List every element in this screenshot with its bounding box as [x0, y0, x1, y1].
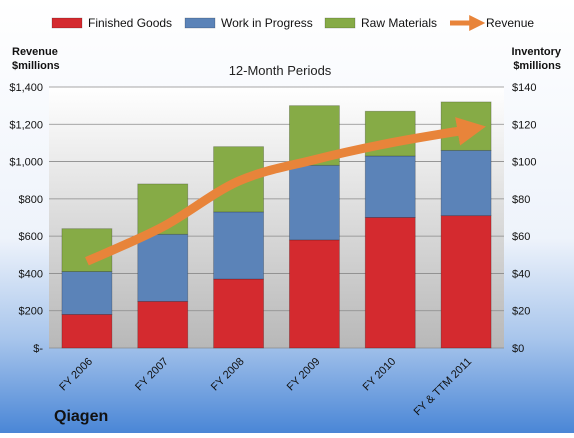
revenue-line: [85, 117, 486, 266]
left-tick-label: $400: [19, 268, 43, 280]
legend-swatch-work-in-progress: [184, 17, 216, 29]
right-tick-label: $120: [512, 119, 536, 131]
legend-label-revenue: Revenue: [486, 16, 534, 30]
bar-work-in-progress: [213, 211, 264, 280]
right-tick-label: $0: [512, 343, 524, 355]
right-tick-label: $40: [512, 268, 530, 280]
bar-finished-goods: [289, 239, 340, 349]
right-tick-label: $100: [512, 157, 536, 169]
bar-finished-goods: [137, 300, 189, 349]
bar-work-in-progress: [137, 233, 189, 302]
left-tick-label: $600: [19, 231, 43, 243]
right-axis-title-line2: $millions: [513, 60, 561, 72]
right-tick-label: $140: [512, 82, 536, 94]
bar-finished-goods: [440, 215, 492, 349]
legend-swatch-raw-materials: [324, 17, 356, 29]
left-axis-ticks: $- $200 $400 $600 $800 $1,000 $1,200 $1,400: [9, 82, 43, 355]
gridlines: [49, 86, 504, 349]
bar-finished-goods: [364, 217, 416, 349]
right-tick-label: $20: [512, 306, 530, 318]
right-tick-label: $60: [512, 231, 530, 243]
left-tick-label: $200: [19, 306, 43, 318]
bar-finished-goods: [61, 314, 113, 349]
revenue-line-layer: [85, 117, 486, 266]
bar-raw-materials: [440, 101, 492, 151]
bar-work-in-progress: [364, 155, 416, 218]
left-tick-label: $1,200: [9, 119, 43, 131]
left-axis-title-line2: $millions: [12, 60, 60, 72]
company-name: Qiagen: [54, 408, 108, 425]
bar-work-in-progress: [289, 164, 340, 241]
bar-work-in-progress: [61, 271, 113, 315]
left-tick-label: $-: [33, 343, 43, 355]
legend-label-raw-materials: Raw Materials: [361, 16, 437, 30]
legend-swatch-finished-goods: [51, 17, 83, 29]
legend: Finished Goods Work in Progress Raw Materi…: [51, 14, 534, 32]
bar-finished-goods: [213, 278, 264, 349]
plot-area: [49, 87, 504, 348]
bars: [61, 101, 492, 349]
chart-title: 12-Month Periods: [229, 63, 332, 78]
right-axis-ticks: $0 $20 $40 $60 $80 $100 $120 $140: [512, 82, 536, 355]
left-tick-label: $800: [19, 194, 43, 206]
left-axis-title-line1: Revenue: [12, 46, 58, 58]
right-axis-title-line1: Inventory: [511, 46, 561, 58]
legend-label-finished-goods: Finished Goods: [88, 16, 172, 30]
left-tick-label: $1,400: [9, 82, 43, 94]
bar-work-in-progress: [440, 149, 492, 217]
right-tick-label: $80: [512, 194, 530, 206]
left-tick-label: $1,000: [9, 157, 43, 169]
legend-label-work-in-progress: Work in Progress: [221, 16, 313, 30]
